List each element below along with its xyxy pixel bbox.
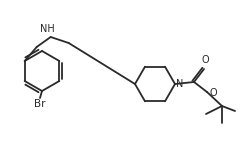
Text: N: N <box>176 79 184 89</box>
Text: O: O <box>209 88 216 98</box>
Text: NH: NH <box>40 24 55 34</box>
Text: O: O <box>201 55 209 65</box>
Text: Br: Br <box>34 99 46 109</box>
